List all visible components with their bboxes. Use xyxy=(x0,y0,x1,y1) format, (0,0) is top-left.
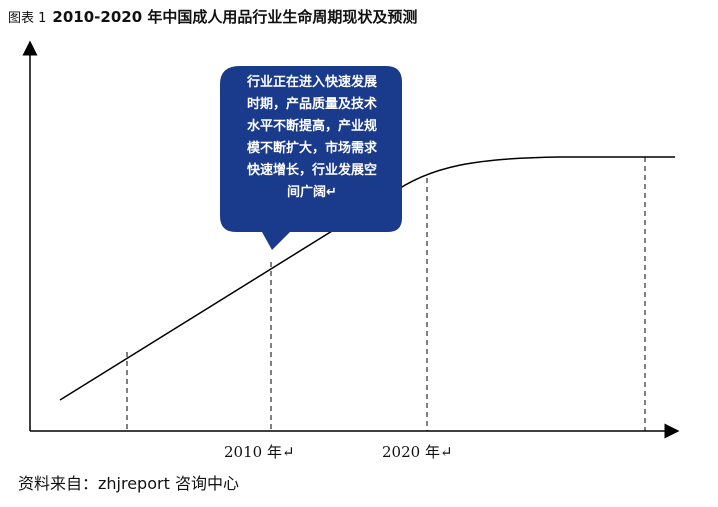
figure-prefix: 图表 1 xyxy=(8,11,47,26)
figure-title-text: 2010-2020 年中国成人用品行业生命周期现状及预测 xyxy=(52,8,418,26)
callout-text: 行业正在进入快速发展 时期，产品质量及技术 水平不断提高，产业规 模不断扩大，市… xyxy=(246,75,377,200)
source-note: 资料来自：zhjreport 咨询中心 xyxy=(18,474,239,493)
x-label-2020: 2020 年↵ xyxy=(382,443,453,461)
callout-bubble xyxy=(220,66,402,250)
figure-title: 图表 1 2010-2020 年中国成人用品行业生命周期现状及预测 xyxy=(8,6,417,27)
x-label-2010: 2010 年↵ xyxy=(224,443,295,461)
